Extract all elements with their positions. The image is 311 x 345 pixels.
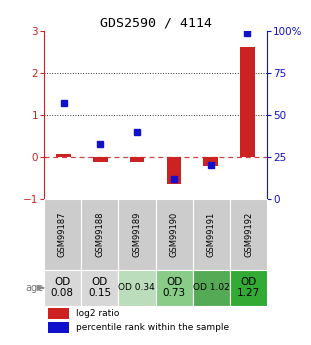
Bar (93, 157, 108, 162)
Text: GSM99187: GSM99187 (58, 212, 67, 257)
Bar (193, 270, 230, 306)
Text: OD 0.34: OD 0.34 (118, 283, 155, 292)
Title: GDS2590 / 4114: GDS2590 / 4114 (100, 17, 211, 30)
Text: percentile rank within the sample: percentile rank within the sample (76, 323, 229, 332)
Bar (156, 270, 193, 306)
Text: OD
0.73: OD 0.73 (163, 277, 186, 298)
Bar (56, 154, 71, 157)
Text: GSM99190: GSM99190 (170, 212, 179, 257)
Bar (81, 270, 118, 306)
Bar (118, 270, 156, 306)
Bar (48, 308, 69, 319)
Text: GSM99192: GSM99192 (244, 212, 253, 257)
Text: log2 ratio: log2 ratio (76, 309, 119, 318)
Bar (166, 157, 181, 184)
Bar (44, 270, 81, 306)
Text: OD
1.27: OD 1.27 (237, 277, 260, 298)
Bar (230, 199, 267, 270)
Bar (156, 199, 193, 270)
Bar (193, 199, 230, 270)
Bar (44, 199, 81, 270)
Text: OD
0.08: OD 0.08 (51, 277, 74, 298)
Text: GSM99189: GSM99189 (132, 212, 141, 257)
Bar (203, 157, 218, 166)
Text: OD
0.15: OD 0.15 (88, 277, 111, 298)
Bar (230, 270, 267, 306)
Bar (81, 199, 118, 270)
Bar (48, 322, 69, 333)
Bar (240, 47, 255, 157)
Text: GSM99188: GSM99188 (95, 212, 104, 257)
Bar (130, 157, 145, 162)
Text: GSM99191: GSM99191 (207, 212, 216, 257)
Text: age: age (26, 283, 44, 293)
Text: OD 1.02: OD 1.02 (193, 283, 230, 292)
Bar (118, 199, 156, 270)
